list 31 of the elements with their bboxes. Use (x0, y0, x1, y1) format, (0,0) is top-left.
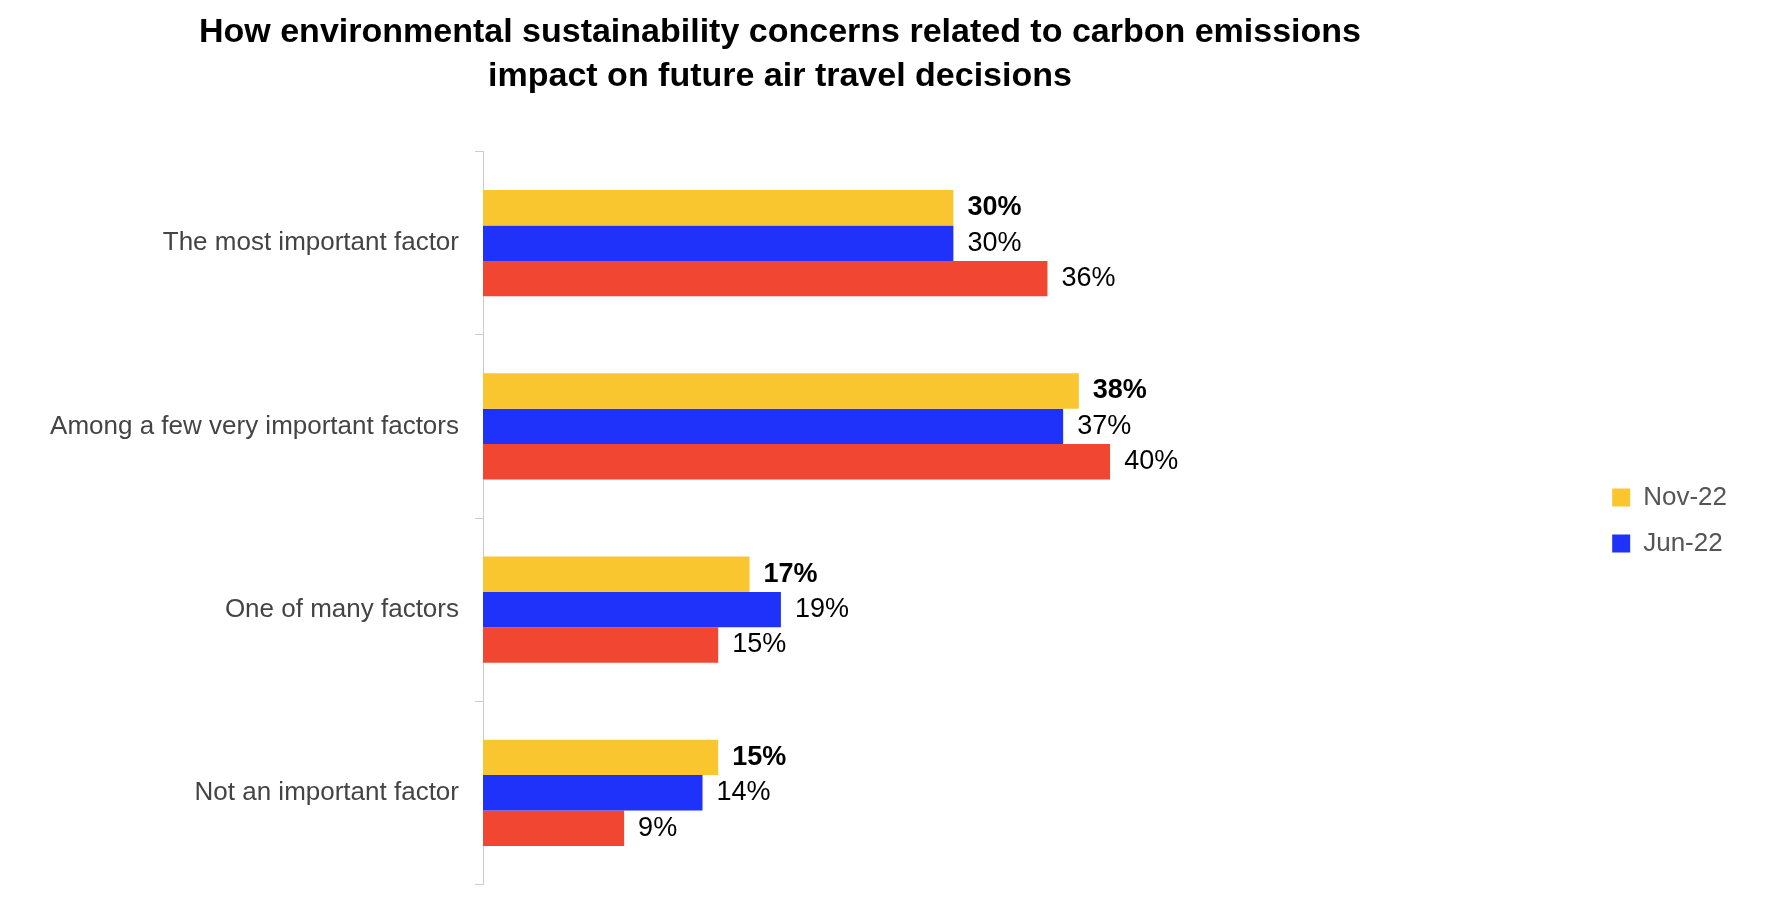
data-label: 36% (1061, 262, 1116, 293)
bar (483, 556, 750, 592)
chart-title: How environmental sustainability concerns related to carbon emissions impact on future air travel decisions (198, 10, 1362, 95)
y-tick-label: One of many factors (224, 592, 459, 623)
data-label: 15% (732, 740, 787, 771)
bar (483, 373, 1079, 409)
bar (483, 260, 1048, 297)
data-label: 30% (967, 226, 1022, 257)
data-label: 19% (794, 593, 849, 624)
bar (483, 591, 781, 628)
bar (483, 810, 625, 846)
bar (483, 190, 954, 226)
data-label: 15% (732, 628, 787, 659)
data-label: 17% (763, 557, 818, 588)
bar (483, 225, 954, 261)
data-label: 30% (967, 191, 1022, 222)
data-label: 37% (1077, 409, 1132, 440)
bar (483, 408, 1064, 445)
y-tick-label: The most important factor (162, 226, 460, 257)
data-label: 9% (638, 811, 678, 842)
y-tick-label: Among a few very important factors (50, 409, 459, 440)
data-label: 40% (1124, 445, 1179, 476)
legend-label: Jun-22 (1643, 526, 1723, 557)
legend-label: Nov-22 (1643, 480, 1728, 511)
data-label: 14% (716, 776, 771, 807)
bar (483, 775, 703, 811)
data-label: 38% (1092, 374, 1147, 405)
bar (483, 444, 1111, 480)
bar (483, 627, 719, 663)
bar (483, 739, 719, 776)
y-tick-label: Not an important factor (194, 775, 460, 806)
